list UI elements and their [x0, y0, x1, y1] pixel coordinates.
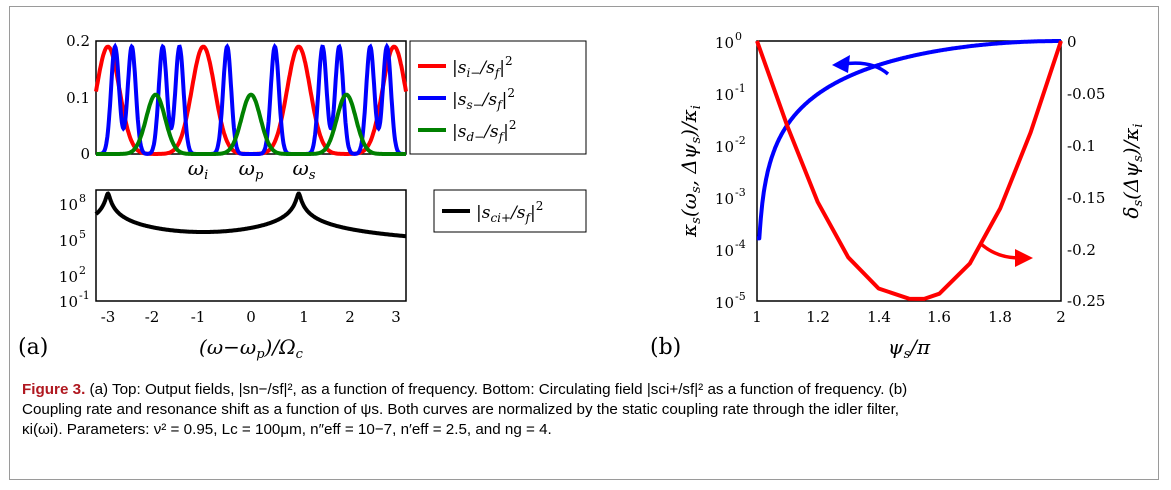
svg-text:10: 10	[715, 190, 734, 208]
panel-label-b: (b)	[650, 335, 681, 360]
svg-text:ωp: ωp	[239, 156, 264, 183]
a-bottom-legend: |sci+/sf|2	[433, 189, 587, 233]
b-xtick-1: 1	[752, 308, 762, 326]
panel-a-top-curves	[94, 42, 408, 156]
figure-graphic: 0.2 0.1 0 ωi ωp ωs |si−/sf|2 |ss−/sf|2 |…	[18, 30, 1146, 362]
svg-text:-4: -4	[735, 238, 746, 251]
b-xtick-1.4: 1.4	[867, 308, 891, 326]
a-bottom-ytick-1e-1: 10 -1	[59, 289, 90, 311]
b-rytick-m0.2: -0.2	[1067, 241, 1096, 259]
svg-text:-3: -3	[735, 186, 746, 199]
a-bottom-series	[94, 191, 407, 239]
a-top-series-2	[96, 92, 406, 156]
a-top-ytick-0.2: 0.2	[66, 32, 90, 50]
panel-a-bottom-plot: 10 8 10 5 10 2 10 -1 -3 -2 -1 0 1 2 3 (ω−ωp)…	[18, 189, 587, 362]
b-rytick-m0.1: -0.1	[1067, 137, 1096, 155]
caption-line-1: (a) Top: Output fields, |sn−/sf|², as a …	[85, 381, 908, 398]
a-bottom-ytick-1e2: 10 2	[59, 264, 86, 286]
svg-text:8: 8	[79, 192, 86, 205]
a-xtick-2: 2	[345, 308, 355, 326]
b-xtick-1.2: 1.2	[806, 308, 830, 326]
b-ylabel-left: κs(ωs, Δψs)/κi	[677, 105, 704, 238]
b-ytick-1e-2: 10 -2	[715, 134, 746, 156]
panel-a-top-plot: 0.2 0.1 0 ωi ωp ωs |si−/sf|2 |ss−/sf|2 |…	[66, 32, 587, 183]
b-rytick-m0.25: -0.25	[1067, 292, 1105, 310]
panel-b-axes	[756, 40, 1062, 302]
svg-text:2: 2	[79, 264, 86, 277]
b-rytick-m0.15: -0.15	[1067, 189, 1105, 207]
b-ylabel-right: δs(Δψs)/κi	[1119, 123, 1146, 218]
a-xtick-m3: -3	[101, 308, 116, 326]
b-ytick-1e-5: 10 -5	[715, 290, 746, 312]
a-top-ytick-0.1: 0.1	[66, 89, 90, 107]
svg-text:10: 10	[715, 86, 734, 104]
svg-text:ωs: ωs	[293, 156, 316, 183]
a-xlabel: (ω−ωp)/Ωc	[199, 335, 304, 362]
legend-entry-ss: |ss−/sf|2	[452, 86, 515, 112]
b-ytick-1e-3: 10 -3	[715, 186, 746, 208]
b-ytick-1e0: 10 0	[715, 30, 742, 52]
svg-text:10: 10	[59, 268, 78, 286]
b-series-delta	[755, 40, 1063, 301]
caption-line-2: Coupling rate and resonance shift as a f…	[22, 401, 900, 418]
panel-a-bottom-curve	[94, 191, 407, 239]
svg-text:0: 0	[735, 30, 742, 43]
legend-entry-sd: |sd−/sf|2	[452, 118, 516, 144]
b-ytick-1e-1: 10 -1	[715, 82, 746, 104]
svg-text:-1: -1	[79, 289, 90, 302]
a-top-marker-omega-s: ωs	[293, 156, 316, 183]
b-xlabel: ψs/π	[888, 335, 931, 362]
svg-text:10: 10	[715, 34, 734, 52]
b-series-delta	[755, 39, 1063, 241]
panel-b-plot: 10 0 10 -1 10 -2 10 -3 10 -4 10 -5 0 -0.05 -0.…	[650, 30, 1146, 362]
b-ytick-1e-4: 10 -4	[715, 238, 746, 260]
panel-label-a: (a)	[18, 335, 48, 360]
figure-frame	[9, 6, 1159, 480]
figure-caption: Figure 3. (a) Top: Output fields, |sn−/s…	[22, 380, 1147, 440]
b-xtick-1.8: 1.8	[988, 308, 1012, 326]
svg-text:5: 5	[79, 228, 86, 241]
caption-figure-label: Figure 3.	[22, 381, 86, 398]
panel-b-curves	[755, 39, 1063, 301]
a-top-series-1	[96, 42, 406, 156]
b-xtick-1.6: 1.6	[927, 308, 951, 326]
legend-entry-si: |si−/sf|2	[452, 54, 513, 80]
red-right-axis-arrow	[978, 241, 1033, 267]
svg-text:10: 10	[59, 293, 78, 311]
svg-text:10: 10	[715, 138, 734, 156]
svg-text:-1: -1	[735, 82, 746, 95]
svg-text:-5: -5	[735, 290, 746, 303]
caption-line-3: κi(ωi). Parameters: ν² = 0.95, Lc = 100μ…	[22, 421, 552, 438]
a-bottom-ytick-1e8: 10 8	[59, 192, 86, 214]
b-rytick-m0.05: -0.05	[1067, 85, 1105, 103]
blue-left-axis-arrow	[832, 55, 890, 76]
svg-text:10: 10	[59, 232, 78, 250]
a-xtick-m1: -1	[191, 308, 206, 326]
a-top-series-0	[94, 44, 408, 156]
a-bottom-xticks: -3 -2 -1 0 1 2 3	[101, 308, 401, 326]
a-xtick-m2: -2	[145, 308, 160, 326]
a-bottom-ytick-1e5: 10 5	[59, 228, 86, 250]
a-xtick-3: 3	[391, 308, 401, 326]
a-xtick-0: 0	[246, 308, 256, 326]
a-top-marker-omega-p: ωp	[239, 156, 264, 183]
b-rytick-0: 0	[1067, 33, 1077, 51]
b-xtick-2: 2	[1056, 308, 1066, 326]
a-top-ytick-0: 0	[80, 145, 90, 163]
svg-text:10: 10	[59, 196, 78, 214]
panel-a-bottom-axes	[95, 189, 407, 302]
a-top-legend: |si−/sf|2 |ss−/sf|2 |sd−/sf|2	[409, 40, 587, 155]
svg-text:-2: -2	[735, 134, 746, 147]
svg-text:ωi: ωi	[188, 156, 208, 183]
a-xtick-1: 1	[299, 308, 309, 326]
a-top-marker-omega-i: ωi	[188, 156, 208, 183]
svg-text:10: 10	[715, 294, 734, 312]
svg-text:10: 10	[715, 242, 734, 260]
